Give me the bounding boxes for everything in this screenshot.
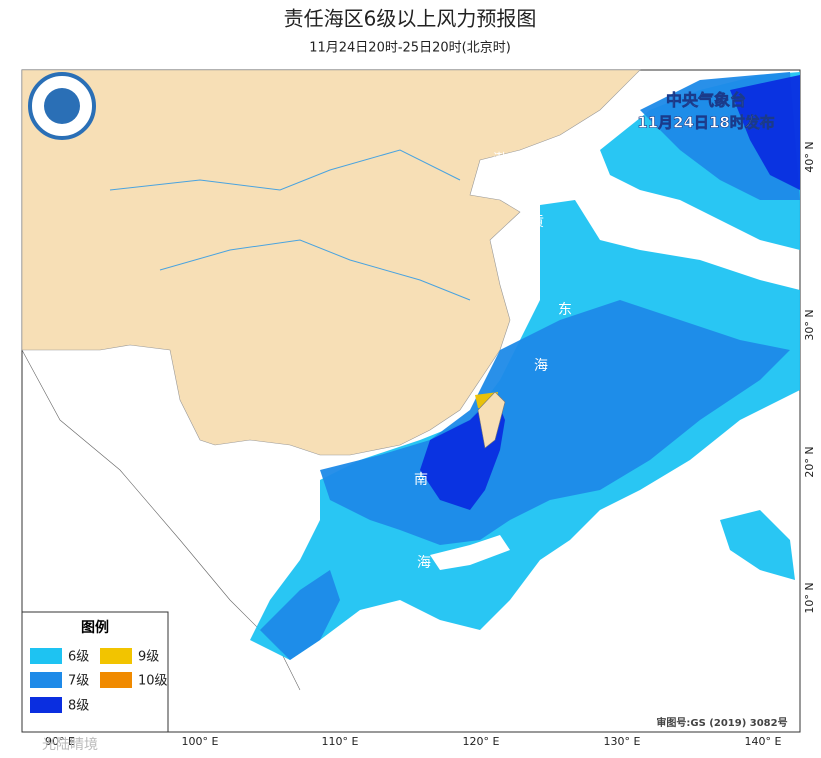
lon-label: 90° E: [45, 735, 75, 748]
sea-label: 南: [414, 472, 428, 488]
river: [109, 149, 461, 191]
wind-zone: [730, 75, 800, 190]
legend-swatch: [100, 648, 132, 664]
ocean-gap: [430, 535, 510, 570]
river: [159, 239, 471, 301]
legend-label: 7级: [68, 674, 89, 689]
watermark: 光陆晴境: [42, 737, 98, 753]
taiwan-island: [477, 391, 506, 449]
geography: [21, 69, 641, 691]
lat-label: 40° N: [803, 141, 816, 172]
lon-label: 140° E: [745, 735, 782, 748]
legend: 6级 7级 8级 9级 10级: [30, 648, 168, 714]
legend-label: 10级: [138, 674, 168, 689]
legend-swatch: [30, 648, 62, 664]
legend-swatch: [100, 672, 132, 688]
china-land: [21, 69, 641, 456]
lat-label: 30° N: [803, 309, 816, 340]
lat-label: 10° N: [803, 582, 816, 613]
sea-label: 海: [473, 180, 487, 196]
wind-zone: [720, 510, 795, 580]
sea-label: 海: [534, 358, 548, 374]
legend-label: 8级: [68, 699, 89, 714]
legend-swatch: [30, 697, 62, 713]
lon-label: 110° E: [322, 735, 359, 748]
subtitle: 11月24日20时-25日20时(北京时): [309, 41, 511, 56]
wind-zone: [260, 570, 340, 660]
axis-labels: 90° E 100° E 110° E 120° E 130° E 140° E 40° N…: [45, 141, 816, 748]
legend-label: 9级: [138, 650, 159, 665]
issuer-name: 中央气象台: [666, 91, 746, 110]
sea-label: 海: [523, 254, 537, 270]
sea-label: 海: [417, 555, 431, 571]
issue-time: 11月24日18时发布: [637, 114, 775, 132]
legend-title: 图例: [81, 619, 109, 636]
sea-label: 渤: [493, 152, 507, 168]
lon-label: 100° E: [182, 735, 219, 748]
logo-inner: [44, 88, 80, 124]
sea-label: 东: [558, 302, 572, 318]
legend-swatch: [30, 672, 62, 688]
sea-label: 黄: [530, 213, 544, 230]
approval-number: 审图号:GS (2019) 3082号: [656, 716, 787, 729]
lon-label: 130° E: [604, 735, 641, 748]
lon-label: 120° E: [463, 735, 500, 748]
wind-zones: [250, 72, 800, 660]
title: 责任海区6级以上风力预报图: [284, 7, 537, 31]
lat-label: 20° N: [803, 446, 816, 477]
legend-label: 6级: [68, 650, 89, 665]
